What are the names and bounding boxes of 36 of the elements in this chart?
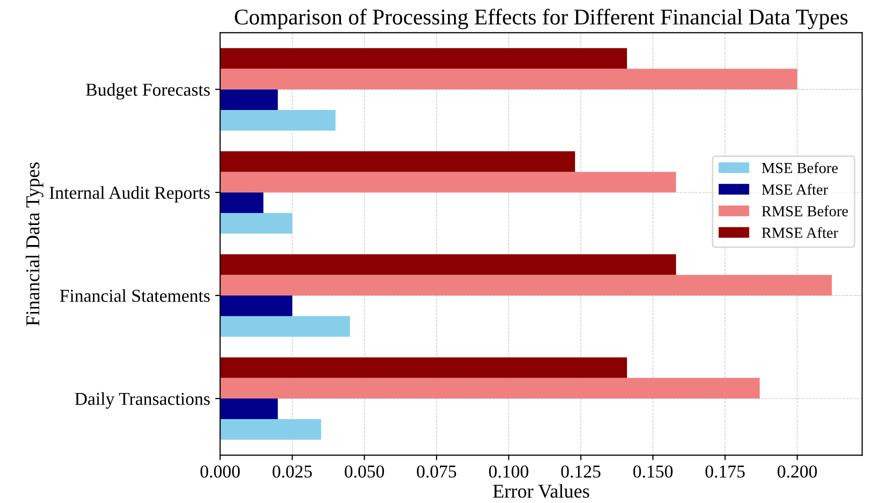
bar xyxy=(220,192,264,214)
y-tick-label: Financial Statements xyxy=(60,289,210,302)
bar xyxy=(220,213,292,234)
y-axis-title: Financial Data Types xyxy=(26,162,44,326)
y-tick-label: Budget Forecasts xyxy=(86,83,210,100)
legend-label: RMSE Before xyxy=(762,205,848,216)
bar xyxy=(220,316,350,337)
y-tick-label: Daily Transactions xyxy=(74,392,210,409)
x-axis-title: Error Values xyxy=(493,484,590,498)
x-tick-label: 0.075 xyxy=(416,465,456,478)
bar xyxy=(220,378,760,399)
x-tick-label: 0.125 xyxy=(561,465,600,478)
bar xyxy=(220,151,576,172)
bar xyxy=(220,68,798,90)
bar xyxy=(220,274,832,296)
chart-title: Comparison of Processing Effects for Different Financial Data Types xyxy=(234,8,848,30)
x-tick-label: 0.175 xyxy=(705,465,745,478)
legend-label: MSE After xyxy=(762,184,828,195)
x-tick-label: 0.000 xyxy=(200,465,240,478)
legend-label: MSE Before xyxy=(762,162,838,174)
bar xyxy=(220,254,676,275)
x-tick-label: 0.150 xyxy=(633,465,673,478)
x-tick-label: 0.025 xyxy=(272,465,312,478)
x-tick-label: 0.100 xyxy=(489,465,528,478)
x-tick-label: 0.200 xyxy=(778,465,817,478)
bar xyxy=(220,89,278,110)
bar xyxy=(220,110,336,131)
bar xyxy=(220,172,676,192)
legend-label: RMSE After xyxy=(762,227,838,238)
bar xyxy=(220,48,627,69)
bar xyxy=(220,295,292,316)
y-tick-label: Internal Audit Reports xyxy=(50,186,210,203)
bar xyxy=(220,419,322,440)
bar xyxy=(220,398,278,420)
bar xyxy=(220,357,627,378)
x-tick-label: 0.050 xyxy=(344,465,384,478)
